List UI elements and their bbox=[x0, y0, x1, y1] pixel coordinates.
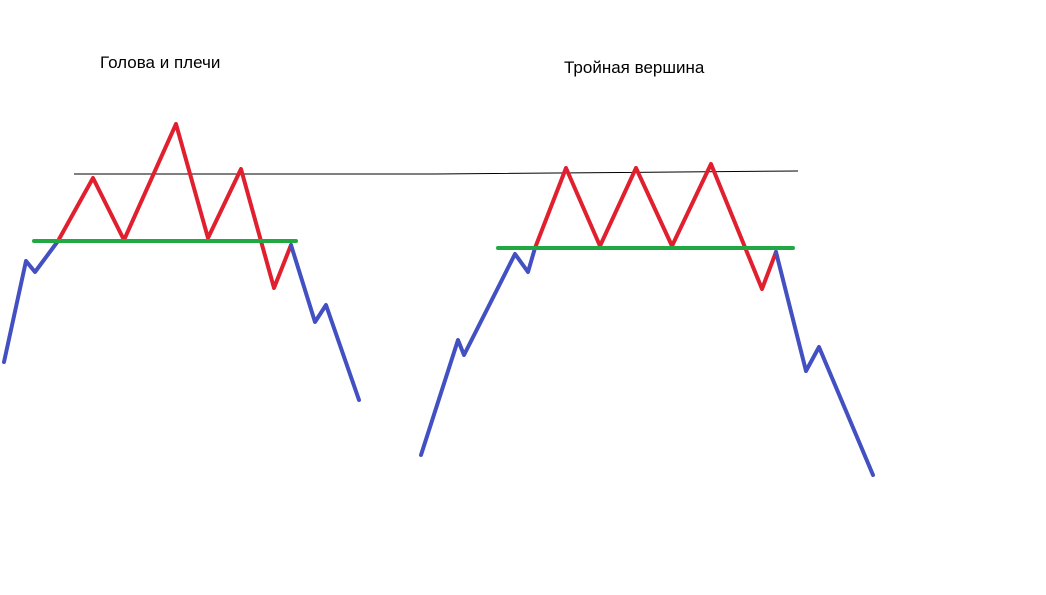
triple-top-title: Тройная вершина bbox=[564, 58, 705, 77]
hs-trend-in bbox=[2, 239, 60, 364]
hs-trend-out bbox=[289, 243, 361, 402]
head-and-shoulders-title: Голова и плечи bbox=[100, 53, 221, 72]
hs-pattern bbox=[56, 122, 293, 290]
tt-trend-in bbox=[419, 246, 537, 457]
tt-pattern bbox=[533, 162, 778, 291]
resistance-line bbox=[74, 170, 799, 175]
tt-trend-out bbox=[774, 250, 875, 477]
